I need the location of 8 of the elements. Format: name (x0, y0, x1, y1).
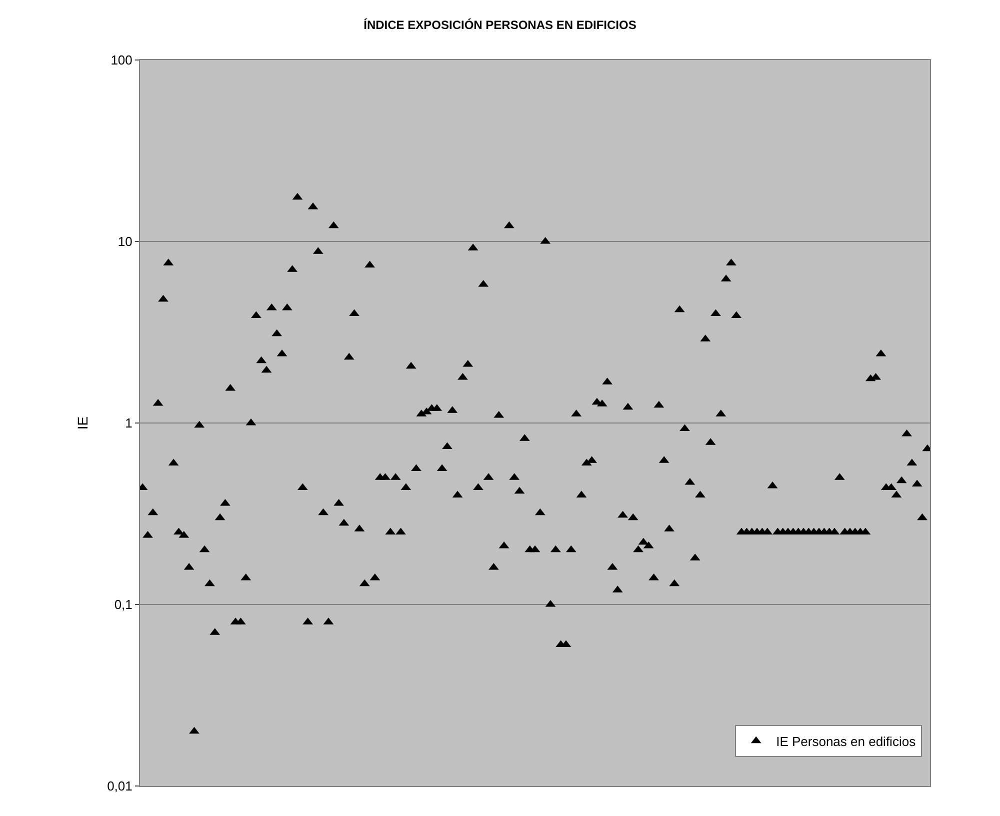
y-tick-label: 100 (110, 52, 132, 68)
y-tick-label: 1 (125, 416, 132, 431)
legend-label: IE Personas en edificios (776, 734, 916, 749)
y-axis-title: IE (74, 416, 91, 430)
y-tick-label: 0,1 (114, 597, 132, 612)
y-tick-label: 0,01 (107, 778, 132, 794)
chart-title: ÍNDICE EXPOSICIÓN PERSONAS EN EDIFICIOS (364, 18, 636, 32)
y-tick-label: 10 (118, 234, 132, 250)
